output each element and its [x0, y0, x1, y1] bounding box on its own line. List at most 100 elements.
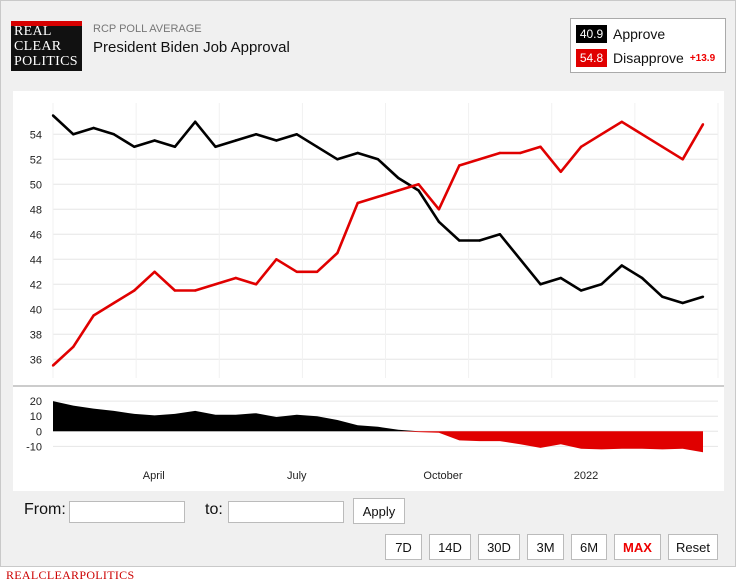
- data-point-disapprove: [661, 145, 664, 148]
- data-point-disapprove: [51, 364, 55, 367]
- data-point-disapprove: [112, 301, 116, 305]
- data-point-disapprove: [600, 133, 603, 136]
- data-point-approve: [559, 276, 562, 280]
- page-title: President Biden Job Approval: [93, 39, 290, 56]
- footer-brand[interactable]: REALCLEARPOLITICS: [6, 568, 135, 582]
- data-point-disapprove: [153, 270, 156, 273]
- data-point-disapprove: [559, 170, 562, 173]
- y-tick-label: 52: [30, 154, 42, 166]
- data-point-disapprove: [214, 283, 217, 286]
- to-date-input[interactable]: [228, 501, 344, 523]
- data-point-disapprove: [478, 158, 481, 161]
- range-6m-button[interactable]: 6M: [571, 534, 607, 560]
- data-point-approve: [417, 189, 420, 192]
- from-date-input[interactable]: [69, 501, 185, 523]
- data-point-approve: [315, 145, 319, 148]
- data-point-approve: [51, 114, 55, 117]
- data-point-approve: [519, 258, 522, 261]
- rcp-logo[interactable]: REAL CLEAR POLITICS: [11, 21, 82, 71]
- range-30d-button[interactable]: 30D: [478, 534, 520, 560]
- spread-y-tick-label: 10: [30, 411, 42, 423]
- data-point-disapprove: [620, 120, 623, 123]
- y-tick-label: 48: [30, 204, 42, 216]
- data-point-disapprove: [72, 345, 75, 348]
- approve-value: 40.9: [576, 25, 607, 43]
- data-point-approve: [173, 145, 177, 148]
- spread-y-tick-label: 0: [36, 426, 42, 438]
- logo-line-2: CLEAR: [14, 39, 62, 54]
- data-point-disapprove: [458, 164, 461, 167]
- data-point-approve: [254, 133, 258, 136]
- data-point-approve: [336, 158, 339, 161]
- spread-value: +13.9: [689, 52, 716, 64]
- chart-svg[interactable]: 36 38 40 42 44 46 48 50 52 54 -10 0 10 20 April July Oct…: [13, 91, 724, 491]
- range-14d-button[interactable]: 14D: [429, 534, 471, 560]
- data-point-approve: [112, 133, 116, 136]
- to-label: to:: [205, 501, 223, 518]
- approve-label: Approve: [613, 26, 666, 42]
- data-point-approve: [376, 158, 380, 161]
- y-tick-label: 38: [30, 329, 42, 341]
- data-point-approve: [214, 145, 217, 148]
- data-point-disapprove: [417, 183, 420, 186]
- y-tick-label: 54: [30, 129, 42, 141]
- data-point-disapprove: [133, 289, 136, 292]
- data-point-approve: [701, 295, 705, 298]
- data-point-disapprove: [336, 251, 339, 255]
- data-point-disapprove: [701, 123, 705, 126]
- data-point-disapprove: [275, 258, 278, 261]
- logo-line-1: REAL: [14, 24, 52, 39]
- legend-approve: 40.9 Approve: [576, 25, 665, 43]
- data-point-approve: [640, 276, 644, 280]
- apply-button[interactable]: Apply: [353, 498, 405, 524]
- y-tick-label: 44: [30, 254, 42, 266]
- data-point-approve: [437, 220, 441, 223]
- spread-area-negative: [53, 431, 703, 453]
- data-point-approve: [133, 145, 136, 148]
- range-max-button[interactable]: MAX: [614, 534, 661, 560]
- chart-widget: REAL CLEAR POLITICS RCP POLL AVERAGE Pre…: [0, 0, 736, 567]
- data-point-disapprove: [356, 201, 359, 205]
- poll-kicker: RCP POLL AVERAGE: [93, 23, 202, 35]
- x-tick-label: July: [287, 470, 307, 482]
- data-point-disapprove: [315, 270, 319, 273]
- range-3m-button[interactable]: 3M: [527, 534, 564, 560]
- data-point-approve: [661, 295, 664, 298]
- y-tick-label: 42: [30, 279, 42, 291]
- data-point-disapprove: [376, 195, 380, 198]
- data-point-disapprove: [234, 276, 237, 280]
- reset-button[interactable]: Reset: [668, 534, 718, 560]
- data-point-approve: [153, 139, 156, 142]
- y-tick-label: 50: [30, 179, 42, 191]
- data-point-approve: [681, 301, 684, 305]
- y-tick-label: 46: [30, 229, 42, 241]
- disapprove-label: Disapprove: [613, 50, 684, 66]
- y-tick-label: 40: [30, 304, 42, 316]
- data-point-disapprove: [539, 145, 542, 148]
- logo-line-3: POLITICS: [14, 54, 78, 69]
- from-label: From:: [24, 501, 66, 518]
- x-tick-label: April: [143, 470, 165, 482]
- data-point-approve: [356, 151, 359, 155]
- data-point-approve: [194, 120, 197, 123]
- data-point-disapprove: [498, 151, 502, 155]
- data-point-disapprove: [397, 189, 400, 192]
- header: REAL CLEAR POLITICS RCP POLL AVERAGE Pre…: [1, 1, 735, 87]
- date-controls: From: to: Apply 7D 14D 30D 3M 6M MAX Res…: [1, 493, 735, 566]
- x-tick-label: 2022: [574, 470, 598, 482]
- data-point-approve: [234, 139, 237, 142]
- data-point-disapprove: [173, 289, 177, 292]
- data-point-approve: [539, 283, 542, 286]
- chart-area[interactable]: 36 38 40 42 44 46 48 50 52 54 -10 0 10 20 April July Oct…: [13, 91, 724, 491]
- data-point-approve: [72, 133, 75, 136]
- data-point-disapprove: [92, 314, 95, 317]
- data-point-approve: [92, 126, 95, 130]
- data-point-approve: [498, 233, 502, 236]
- data-point-disapprove: [295, 270, 298, 273]
- data-point-disapprove: [579, 145, 583, 148]
- data-point-disapprove: [254, 283, 258, 286]
- data-point-approve: [620, 264, 623, 267]
- data-point-approve: [458, 239, 461, 242]
- range-7d-button[interactable]: 7D: [385, 534, 422, 560]
- data-point-approve: [600, 283, 603, 286]
